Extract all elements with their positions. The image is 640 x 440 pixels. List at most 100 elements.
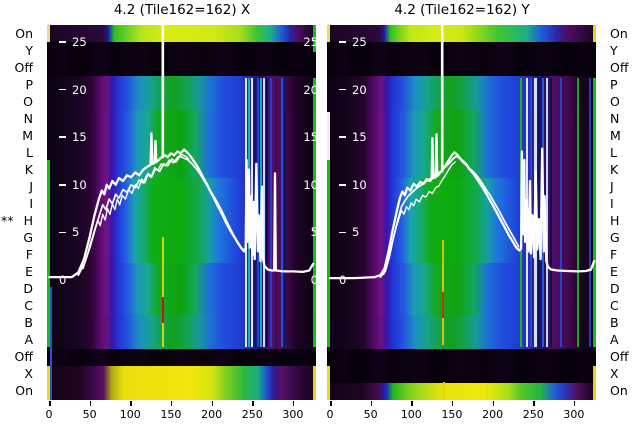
row-label-right-i-10: I [610,195,614,211]
edge-strip [50,287,52,400]
row-label-left-p-3: P [25,76,33,92]
curve-third [82,153,190,270]
y-tick-value: 10 [72,177,87,192]
row-label-right-on-21: On [610,383,628,399]
row-label-right-d-15: D [610,281,620,297]
row-label-left-f-13: F [25,247,33,263]
row-label-right-on-0: On [610,25,628,41]
x-tick-mark [451,401,454,406]
curve-second [379,155,520,278]
x-tick-label-0: 0 [326,408,334,421]
y-tick-value: 20 [72,82,87,97]
heatmap-stripe [560,78,562,347]
heatmap-row-a-18 [327,331,596,349]
heatmap-row-y-1 [327,42,596,60]
heatmap-stripe [162,297,164,323]
heatmap-row-on-0 [327,25,596,43]
y-tick-value: 25 [352,35,367,49]
y-tick-mark [339,41,346,43]
y-tick-value: 5 [72,225,80,240]
heatmap-row-m-6 [327,127,596,145]
heatmap-stripe [263,78,265,347]
heatmap-row-y-1 [47,42,316,60]
y-tick-label-15: 15 [339,129,367,145]
row-label-left-j-9: J [29,178,33,194]
heatmap-stripe [538,78,540,347]
line-overlay [328,25,596,280]
y-tick-value: 15 [352,130,367,145]
row-label-left-off-19: Off [14,349,33,365]
edge-strip [313,366,316,400]
y-tick-mark [59,88,66,91]
y-tick-label-5: 5 [59,224,79,240]
x-tick-label-50: 50 [363,408,378,421]
curve-main [47,132,315,279]
heatmap-row-b-17 [327,314,596,332]
y-tick-label-25: 25 [59,34,87,50]
row-label-left-b-17: B [24,315,33,331]
y-tick-mark [59,41,66,43]
row-label-right-l-7: L [610,144,617,160]
heatmap-stripe [550,78,552,347]
y-tick-label-25: 25 [339,34,367,50]
x-tick-label-200: 200 [201,408,223,421]
row-label-right-p-3: P [610,76,618,92]
y-tick-label-right-15: 15 [303,130,316,145]
heatmap-stripe [546,78,548,347]
edge-strip [47,366,50,400]
heatmap-row-o-4 [327,93,596,111]
row-label-right-c-16: C [610,298,619,314]
row-label-left-on-21: On [15,383,33,399]
row-label-right-h-11: H [610,213,620,229]
heatmap-row-k-8 [327,161,596,179]
row-label-left-c-16: C [24,298,33,314]
y-tick-label-0: 0 [59,272,66,288]
x-tick-label-250: 250 [241,408,263,421]
edge-strip [327,112,330,160]
row-label-left-on-0: On [15,25,33,41]
x-tick-label-200: 200 [482,408,504,421]
row-label-left-k-8: K [24,161,33,177]
y-tick-label-10: 10 [59,177,87,193]
heatmap-row-d-15 [327,280,596,298]
edge-strip [327,25,330,42]
heatmap-row-off-2 [327,59,596,77]
heatmap-row-x-20 [327,365,596,383]
heatmap-stripe [442,292,444,318]
y-tick-value: 5 [352,225,360,240]
row-label-right-n-5: N [610,110,620,126]
heatmap-row-e-14 [327,263,596,281]
row-label-left-x-20: X [24,366,33,382]
x-tick-mark [573,401,576,406]
curve-main [328,133,596,280]
edge-strip [327,366,330,400]
row-label-right-e-14: E [610,264,618,280]
row-label-left-m-6: M [22,127,33,143]
y-tick-label-10: 10 [339,177,367,193]
y-tick-label-right-5: 5 [310,225,316,240]
x-tick-mark [370,401,373,406]
row-label-left-y-1: Y [25,42,33,58]
edge-strip [593,78,596,347]
y-tick-label-right-25: 25 [303,35,316,49]
heatmap-row-p-3 [327,76,596,94]
row-label-right-o-4: O [610,93,620,109]
heatmap-row-off-2 [47,59,316,77]
row-label-left-h-11: H [23,213,33,229]
heatmap-stripe [162,237,164,347]
edge-strip [47,160,50,347]
x-tick-mark [252,401,254,406]
heatmap-row-off-19 [47,348,316,366]
y-tick-value: 0 [339,273,347,287]
heatmap-row-n-5 [327,110,596,128]
x-tick-mark [49,401,51,406]
heatmap-row-l-7 [327,144,596,162]
y-tick-value: 0 [59,273,67,287]
edge-strip [593,366,596,400]
edge-strip [593,25,596,42]
y-tick-label-0: 0 [339,272,346,288]
row-label-left-n-5: N [23,110,33,126]
right-panel-title: 4.2 (Tile162=162) Y [394,2,530,18]
row-label-right-x-20: X [610,366,619,382]
